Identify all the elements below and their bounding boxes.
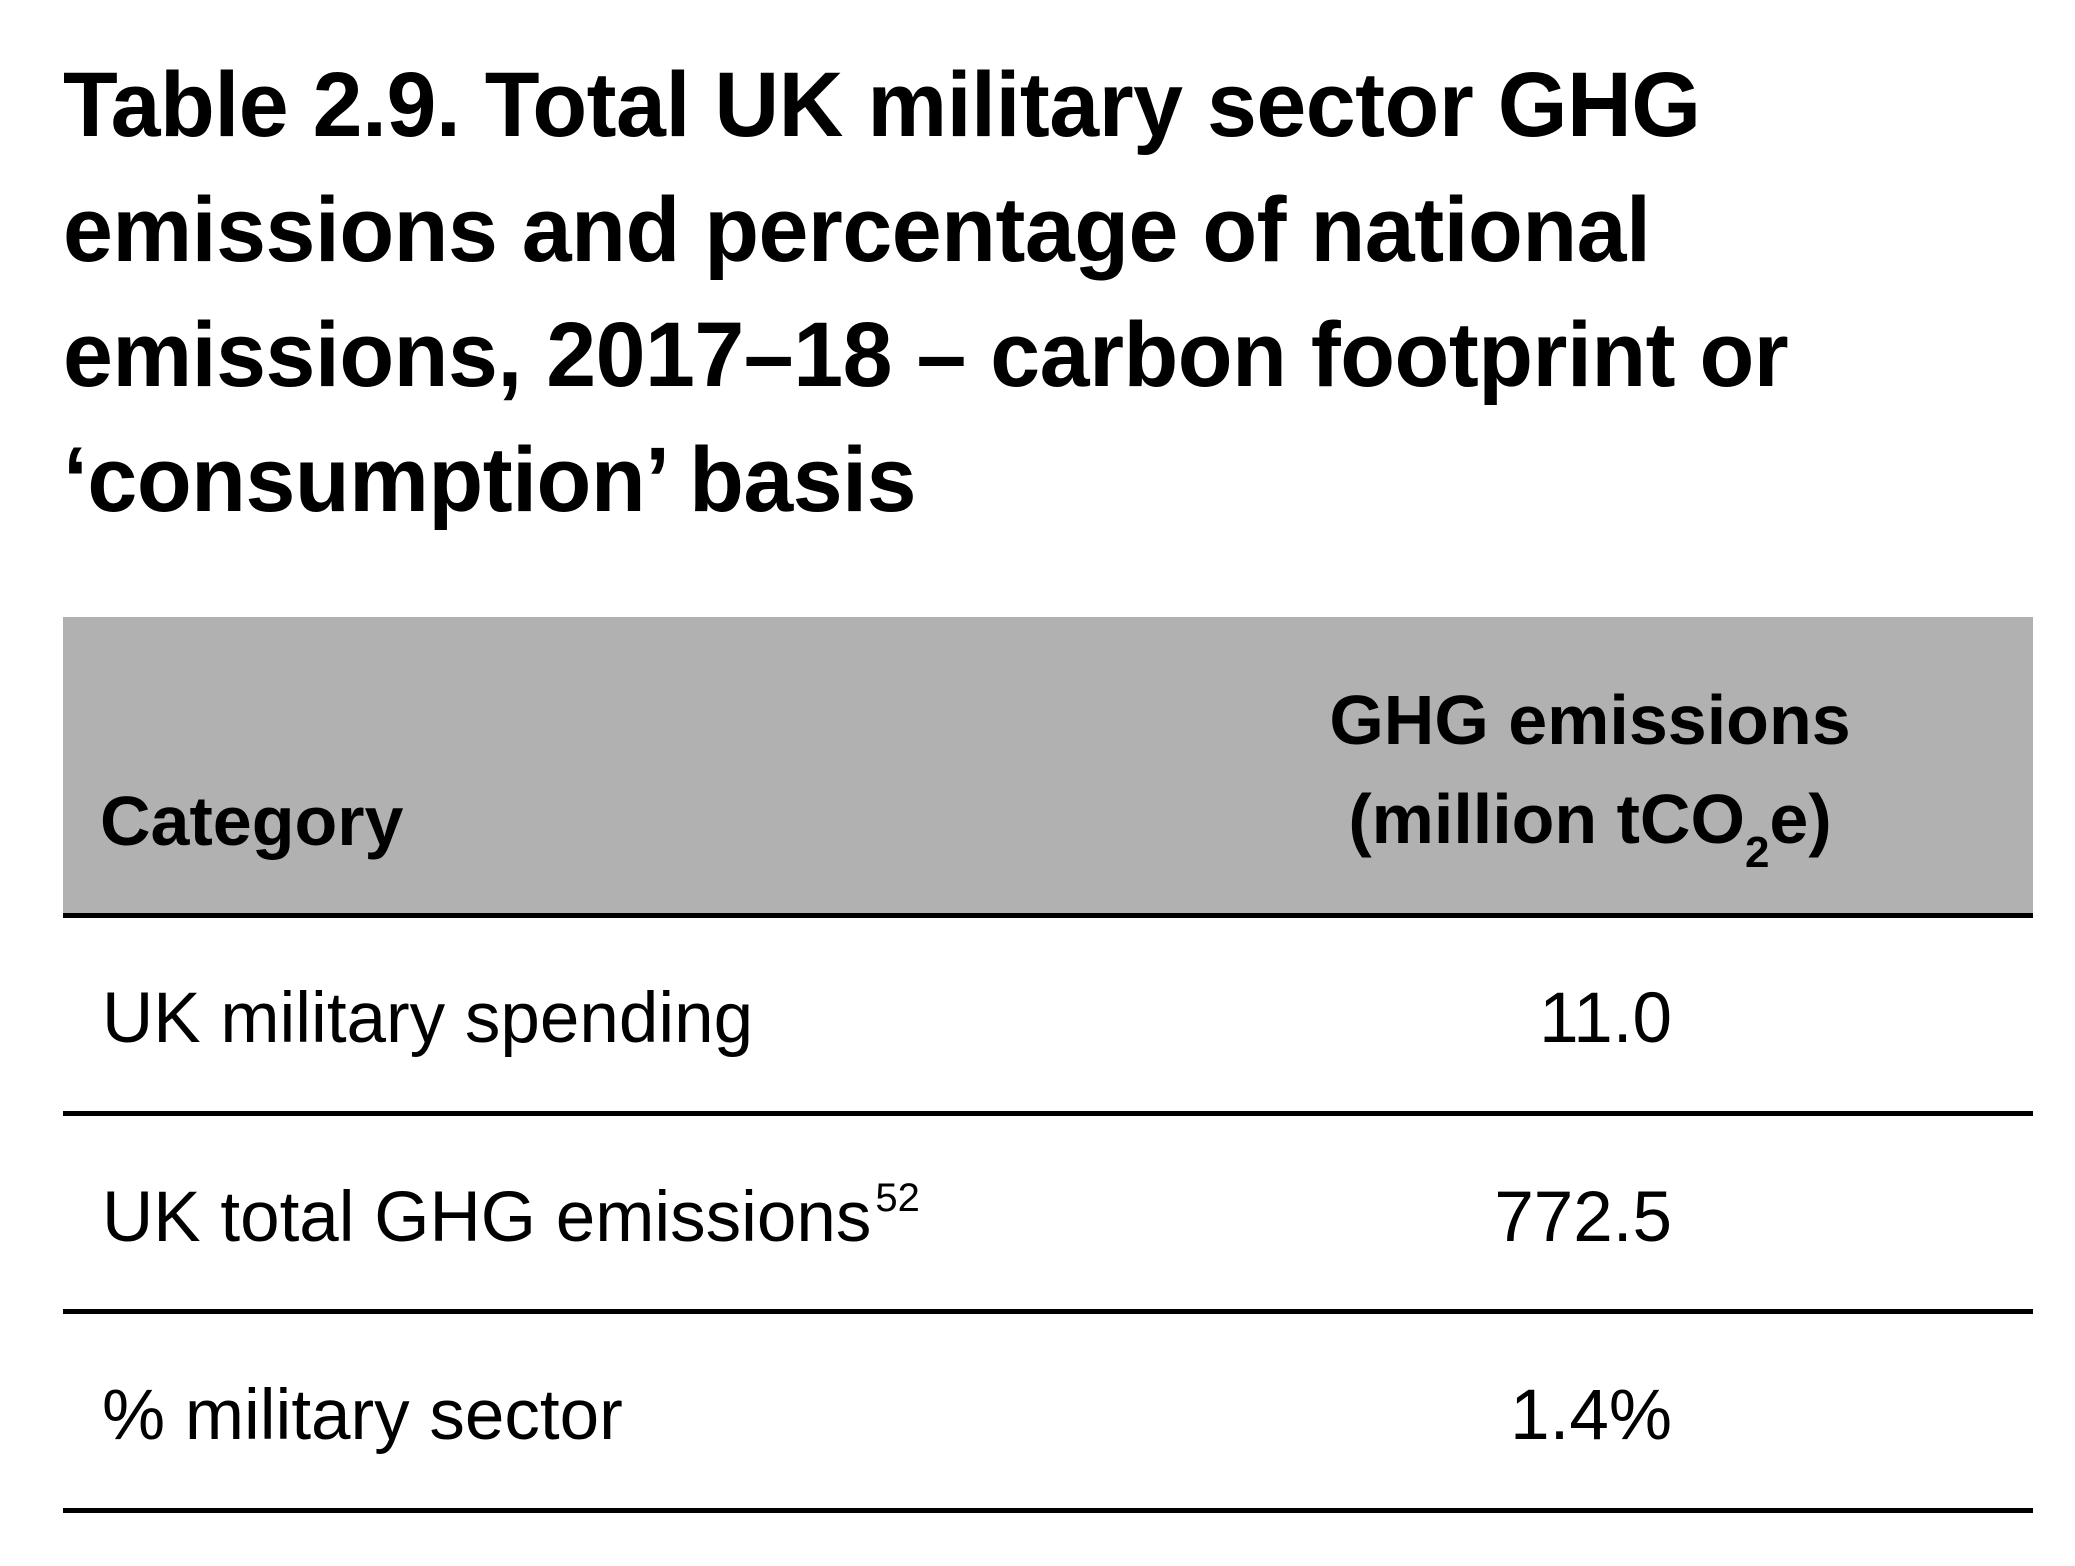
column-header-ghg-line-2: (million tCO2e): [1290, 780, 1890, 875]
row-3-rule: [63, 1508, 2033, 1513]
column-header-category: Category: [100, 782, 404, 860]
table-title-line-3: emissions, 2017–18 – carbon footprint or: [63, 304, 1789, 406]
table-row-3-value: 1.4%: [1510, 1376, 1672, 1455]
table-row-3-category: % military sector: [102, 1376, 623, 1455]
header-rule: [63, 913, 2033, 918]
row-1-rule: [63, 1111, 2033, 1116]
table-row-1-category: UK military spending: [102, 979, 754, 1058]
unit-suffix: e): [1769, 780, 1832, 858]
table-row-1-value: 11.0: [1539, 979, 1672, 1058]
column-header-ghg-line-1: GHG emissions: [1329, 681, 1851, 759]
row-2-label: UK total GHG emissions: [102, 1178, 872, 1257]
row-2-rule: [63, 1309, 2033, 1314]
table-title: Table 2.9. Total UK military sector GHG …: [63, 43, 1832, 543]
footnote-reference: 52: [875, 1176, 920, 1220]
unit-subscript: 2: [1744, 828, 1770, 877]
table-title-line-4: ‘consumption’ basis: [63, 429, 917, 531]
table-row-2-category: UK total GHG emissions 52: [102, 1178, 920, 1253]
table-row-2-value: 772.5: [1494, 1178, 1672, 1257]
table-header-background: [63, 617, 2033, 913]
table-title-line-1: Table 2.9. Total UK military sector GHG: [63, 54, 1701, 156]
unit-prefix: (million tCO: [1348, 780, 1745, 858]
table-title-line-2: emissions and percentage of national: [63, 179, 1651, 281]
